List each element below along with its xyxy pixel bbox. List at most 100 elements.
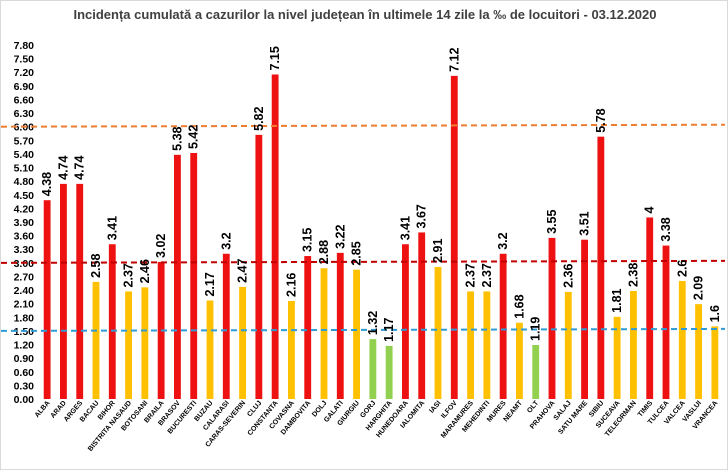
bar — [646, 217, 654, 399]
data-label: 3.55 — [545, 210, 559, 234]
data-label: 2.37 — [480, 263, 494, 287]
category-label: OLT — [526, 399, 540, 414]
chart-title: Incidența cumulată a cazurilor la nivel … — [73, 7, 657, 22]
y-tick-label: 7.80 — [14, 40, 35, 52]
data-label: 2.16 — [284, 273, 298, 297]
bar — [92, 281, 100, 399]
y-tick-label: 0.90 — [14, 353, 35, 365]
y-tick-label: 4.20 — [14, 203, 35, 215]
bar — [695, 304, 702, 399]
y-tick-label: 6.00 — [14, 122, 35, 134]
y-tick-label: 7.50 — [14, 54, 35, 66]
bar — [630, 290, 637, 399]
y-axis: 0.00 0.300.60 0.901.20 1.50 1.802.10 2.40 2.70… — [14, 40, 35, 406]
bar — [483, 291, 491, 399]
bar — [304, 256, 312, 399]
reference-line — [1, 327, 726, 332]
data-label: 2.91 — [431, 239, 445, 263]
data-label: 2.37 — [122, 263, 136, 287]
y-tick-label: 2.70 — [14, 271, 35, 283]
bars-group — [43, 74, 719, 399]
bar — [239, 286, 246, 399]
data-label: 2.6 — [675, 260, 689, 277]
category-label: IASI — [428, 400, 442, 415]
bar — [76, 183, 84, 399]
y-tick-label: 3.60 — [14, 231, 35, 243]
bar — [467, 291, 474, 399]
bar — [336, 252, 344, 399]
y-tick-label: 0.30 — [14, 380, 35, 392]
bar — [353, 269, 360, 399]
reference-lines — [1, 123, 726, 332]
bar — [174, 154, 181, 399]
y-tick-label: 0.60 — [14, 367, 35, 379]
category-label: ALBA — [34, 400, 52, 419]
bar — [548, 237, 556, 399]
data-label: 3.51 — [578, 211, 592, 235]
y-tick-label: 3.30 — [14, 244, 35, 256]
bar — [255, 134, 263, 399]
y-tick-label: 5.70 — [14, 135, 35, 147]
bar — [402, 244, 409, 399]
data-label: 3.02 — [154, 234, 168, 258]
data-label: 4.74 — [73, 156, 87, 180]
data-label: 7.12 — [447, 47, 461, 71]
data-label: 3.67 — [415, 204, 429, 228]
y-tick-label: 7.20 — [14, 67, 35, 79]
data-label: 2.46 — [138, 259, 152, 283]
bar — [516, 322, 523, 399]
data-label: 1.68 — [512, 294, 526, 318]
data-label: 2.17 — [203, 272, 217, 296]
data-label: 1.17 — [382, 318, 396, 342]
y-tick-label: 1.80 — [14, 312, 35, 324]
data-label: 1.32 — [366, 311, 380, 335]
y-tick-label: 6.30 — [14, 108, 35, 120]
data-label: 5.42 — [187, 125, 201, 149]
y-tick-label: 3.90 — [14, 217, 35, 229]
data-label: 4.38 — [40, 172, 54, 196]
bar — [60, 183, 67, 399]
bar — [125, 291, 132, 399]
y-tick-label: 2.10 — [14, 299, 35, 311]
data-label: 2.85 — [350, 241, 364, 265]
bar — [532, 344, 540, 399]
data-label: 7.15 — [268, 46, 282, 70]
data-label: 3.41 — [398, 216, 412, 240]
data-label: 5.38 — [170, 126, 184, 150]
data-label: 1.19 — [529, 317, 543, 341]
y-tick-label: 0.00 — [14, 394, 35, 406]
bar — [222, 253, 230, 399]
data-label: 3.22 — [333, 224, 347, 248]
data-label: 2.36 — [561, 264, 575, 288]
data-label: 5.78 — [594, 108, 608, 132]
y-tick-label: 2.40 — [14, 285, 35, 297]
y-tick-label: 5.10 — [14, 163, 35, 175]
y-tick-label: 4.50 — [14, 190, 35, 202]
data-label: 4.74 — [56, 156, 70, 180]
y-tick-label: 6.90 — [14, 81, 35, 93]
data-label: 2.09 — [692, 276, 706, 300]
data-label: 2.88 — [317, 240, 331, 264]
bar — [613, 316, 621, 399]
y-tick-label: 3.00 — [14, 258, 35, 270]
bar — [662, 245, 670, 399]
data-label: 2.58 — [89, 254, 103, 278]
bar — [418, 232, 426, 399]
bar — [320, 268, 328, 399]
bar — [108, 244, 116, 399]
data-label: 5.82 — [252, 106, 266, 130]
bar — [206, 300, 214, 399]
data-label: 3.2 — [219, 232, 233, 249]
bar — [711, 326, 719, 399]
bar — [434, 266, 442, 399]
y-tick-label: 1.50 — [14, 326, 35, 338]
bar — [141, 287, 149, 399]
y-tick-label: 4.80 — [14, 176, 35, 188]
bar — [581, 239, 588, 399]
bar — [450, 75, 458, 399]
bar — [271, 74, 279, 399]
bar — [678, 281, 686, 399]
